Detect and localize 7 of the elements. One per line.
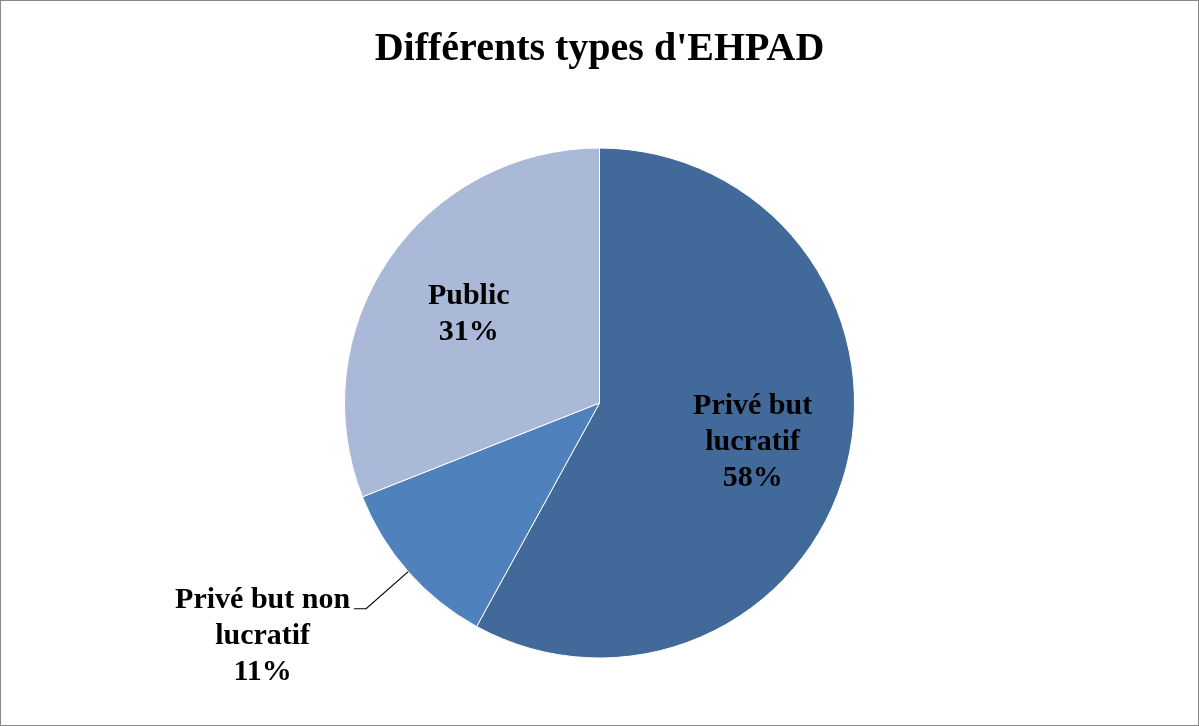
data-label: 58% xyxy=(722,459,783,493)
slice-label: Privé but non lucratif xyxy=(175,581,351,651)
slice-label: Public xyxy=(427,276,510,310)
data-label: 11% xyxy=(233,653,292,687)
chart-title: Différents types d'EHPAD xyxy=(374,24,825,70)
slice-label: Privé but lucratif xyxy=(693,387,813,457)
data-label: 31% xyxy=(438,312,499,346)
